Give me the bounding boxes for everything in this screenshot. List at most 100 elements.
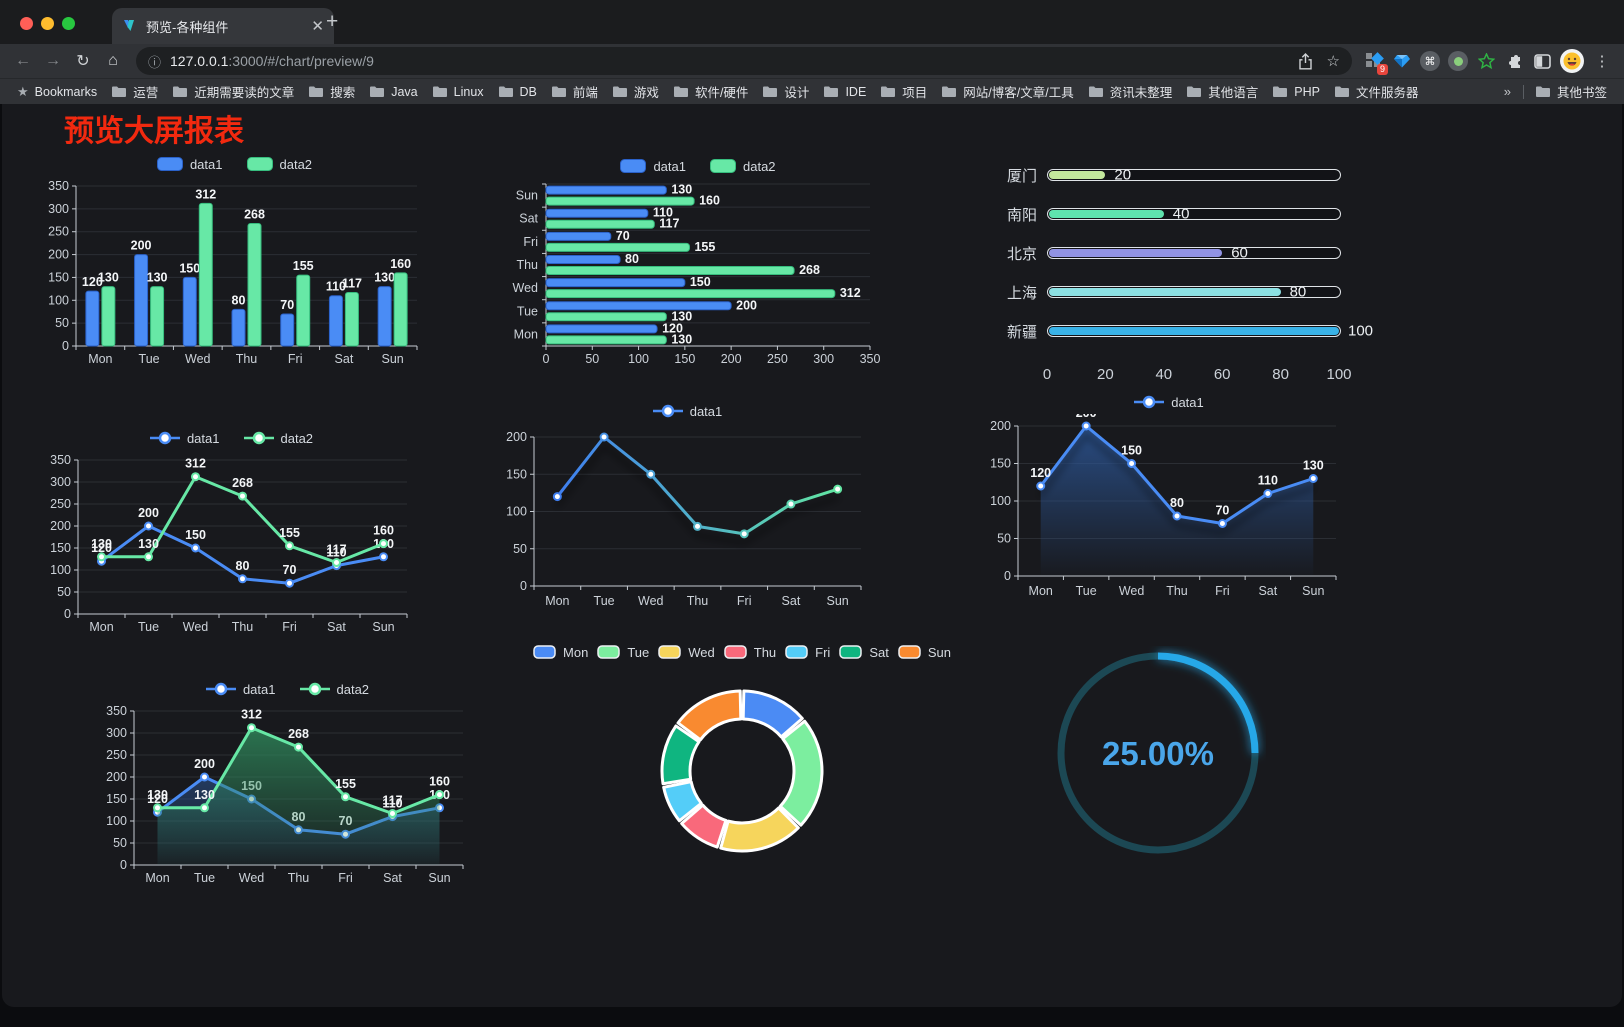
- chart-legend[interactable]: data1 data2: [502, 154, 894, 178]
- menu-kebab-icon[interactable]: ⋮: [1594, 53, 1610, 70]
- legend-item[interactable]: Fri: [785, 645, 830, 660]
- chart-legend[interactable]: data1 data2: [100, 677, 475, 701]
- legend-item[interactable]: Wed: [658, 645, 715, 660]
- bookmark-item[interactable]: 软件/硬件: [666, 82, 755, 101]
- extension-grid-icon[interactable]: 9: [1360, 47, 1388, 75]
- site-info-icon[interactable]: ⓘ: [148, 54, 162, 70]
- bookmark-item[interactable]: Linux: [425, 82, 491, 101]
- bookmark-item[interactable]: DB: [491, 82, 544, 101]
- chart-line-two-series[interactable]: data1 data2 0 50 100 150 200 250 300 350 Mon Tue Wed…: [44, 426, 419, 643]
- legend-swatch-icon: [156, 157, 183, 171]
- axis-tick-label: 40: [1155, 366, 1173, 383]
- chart-line-gradient[interactable]: data1 0 50 100 150 200 Mon Tue Wed Thu Fri Sat Sun: [500, 399, 875, 617]
- legend-item[interactable]: Tue: [597, 645, 649, 660]
- tab-close-icon[interactable]: ✕: [311, 18, 324, 35]
- extension-recorder-icon[interactable]: [1444, 47, 1472, 75]
- bookmark-item[interactable]: 项目: [873, 82, 934, 101]
- progress-row[interactable]: 北京 60: [997, 245, 1369, 263]
- legend-item[interactable]: data1: [1134, 395, 1204, 410]
- legend-item[interactable]: data2: [710, 159, 776, 174]
- chart-legend[interactable]: data1: [988, 390, 1350, 414]
- legend-item[interactable]: data1: [156, 157, 223, 172]
- share-icon[interactable]: [1298, 52, 1313, 70]
- progress-row[interactable]: 新疆 100: [997, 323, 1373, 341]
- legend-item[interactable]: data2: [246, 157, 312, 172]
- progress-track: 100: [1047, 323, 1373, 340]
- extension-star-icon[interactable]: [1472, 47, 1500, 75]
- back-button[interactable]: ←: [15, 52, 31, 69]
- legend-item[interactable]: data1: [205, 682, 276, 697]
- svg-text:268: 268: [244, 207, 265, 221]
- bookmark-item[interactable]: 设计: [755, 82, 816, 101]
- browser-tab[interactable]: 预览-各种组件 ✕: [112, 8, 334, 44]
- bookmark-item[interactable]: 游戏: [605, 82, 666, 101]
- extension-gem-icon[interactable]: [1388, 47, 1416, 75]
- bookmark-item[interactable]: 网站/博客/文章/工具: [934, 82, 1080, 101]
- legend-marker-icon: [243, 431, 274, 445]
- url-text[interactable]: 127.0.0.1:3000/#/chart/preview/9: [170, 53, 1298, 69]
- chart-progress-bars[interactable]: 厦门 20 南阳 40 北京 60 上海 80 新疆 100 0 20 40 60 80 100: [997, 159, 1373, 386]
- bookmark-item[interactable]: 文件服务器: [1327, 82, 1426, 101]
- folder-icon: [498, 86, 513, 97]
- svg-text:0: 0: [62, 339, 69, 353]
- extensions-puzzle-icon[interactable]: [1500, 47, 1528, 75]
- bookmark-item[interactable]: 资讯未整理: [1081, 82, 1180, 101]
- chart-legend[interactable]: data1: [500, 399, 875, 423]
- folder-icon: [432, 86, 447, 97]
- page-content: 预览大屏报表 data1 data2 0 50 100 150 200 250 300 350 Mo…: [0, 104, 1624, 1027]
- bookmark-item[interactable]: 搜索: [301, 82, 362, 101]
- progress-row[interactable]: 南阳 40: [997, 206, 1369, 224]
- url-bar[interactable]: ⓘ 127.0.0.1:3000/#/chart/preview/9 ☆: [136, 47, 1352, 75]
- new-tab-button[interactable]: +: [326, 10, 339, 33]
- svg-text:130: 130: [91, 537, 112, 551]
- legend-item[interactable]: Thu: [724, 645, 776, 660]
- profile-avatar[interactable]: [1560, 49, 1584, 73]
- svg-text:Mon: Mon: [89, 620, 113, 634]
- legend-item[interactable]: data2: [299, 682, 369, 697]
- macos-close-button[interactable]: [20, 17, 33, 30]
- chart-line-area[interactable]: data1 0 50 100 150 200 Mon Tue Wed Thu Fri Sat Sun 12…: [988, 390, 1350, 607]
- chart-gauge[interactable]: 25.00%: [1050, 646, 1266, 866]
- chart-legend[interactable]: data1 data2: [44, 426, 419, 450]
- bookmark-item[interactable]: 运营: [104, 82, 165, 101]
- chart-grouped-bar[interactable]: data1 data2 0 50 100 150 200 250 300 350 Mon Tue Wed…: [42, 152, 427, 375]
- chart-horizontal-bar[interactable]: data1 data2 0 50 100 150 200 250 300 350 Sun 130 160…: [502, 154, 894, 375]
- progress-row[interactable]: 厦门 20: [997, 167, 1369, 185]
- bookmark-item[interactable]: 其他语言: [1179, 82, 1265, 101]
- chart-donut-pie[interactable]: Mon Tue Wed Thu Fri Sat Sun: [533, 640, 951, 881]
- bookmark-item[interactable]: 前端: [544, 82, 605, 101]
- legend-item[interactable]: data1: [149, 431, 220, 446]
- bookmark-item[interactable]: Java: [362, 82, 424, 101]
- legend-item[interactable]: Sat: [839, 645, 889, 660]
- bookmark-item[interactable]: PHP: [1265, 82, 1327, 101]
- svg-text:130: 130: [1303, 459, 1324, 473]
- other-bookmarks-folder[interactable]: 其他书签: [1528, 82, 1614, 101]
- bookmarks-overflow-button[interactable]: »: [1503, 84, 1511, 99]
- legend-item[interactable]: data1: [652, 404, 722, 419]
- chart-line-area-two-series[interactable]: data1 data2 0 50 100 150 200 250 300 350 Mon Tue Wed…: [100, 677, 475, 894]
- progress-row[interactable]: 上海 80: [997, 284, 1369, 302]
- bookmark-item[interactable]: IDE: [816, 82, 873, 101]
- svg-text:Mon: Mon: [145, 871, 169, 885]
- extension-command-icon[interactable]: ⌘: [1416, 47, 1444, 75]
- macos-fullscreen-button[interactable]: [62, 17, 75, 30]
- macos-minimize-button[interactable]: [41, 17, 54, 30]
- bookmark-item[interactable]: 近期需要读的文章: [165, 82, 301, 101]
- bookmark-star-icon[interactable]: ☆: [1326, 53, 1340, 70]
- chart-legend[interactable]: Mon Tue Wed Thu Fri Sat Sun: [533, 640, 951, 664]
- chart-legend[interactable]: data1 data2: [42, 152, 427, 176]
- progress-fill: [1049, 210, 1164, 218]
- reload-button[interactable]: ↻: [76, 53, 90, 70]
- progress-axis: 0 20 40 60 80 100: [1043, 364, 1352, 386]
- forward-button[interactable]: →: [45, 52, 61, 69]
- legend-item[interactable]: Sun: [898, 645, 951, 660]
- legend-item[interactable]: data1: [620, 159, 686, 174]
- bookmark-label: 软件/硬件: [694, 86, 749, 100]
- legend-item[interactable]: data2: [243, 431, 313, 446]
- bookmarks-manager-item[interactable]: ★ Bookmarks: [10, 84, 104, 100]
- legend-item[interactable]: Mon: [533, 645, 588, 660]
- sidebar-toggle-icon[interactable]: [1528, 47, 1556, 75]
- progress-label: 上海: [1006, 284, 1037, 302]
- chart-canvas: 0 50 100 150 200 250 300 350 Mon Tue Wed Thu Fri Sat S…: [106, 704, 464, 885]
- home-button[interactable]: ⌂: [108, 52, 118, 69]
